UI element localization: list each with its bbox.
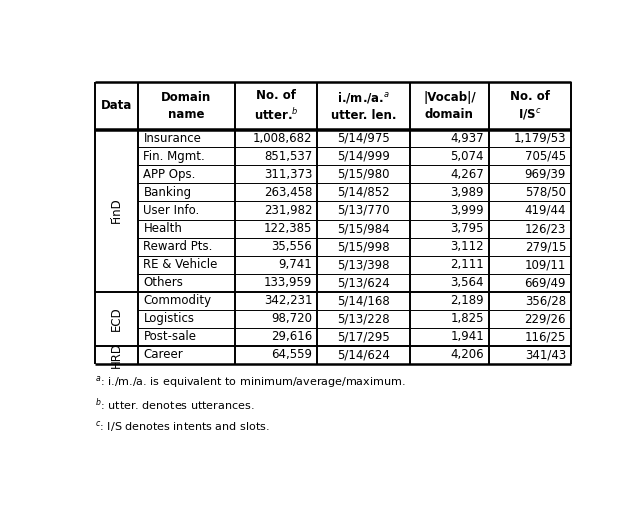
Text: 969/39: 969/39 bbox=[525, 168, 566, 181]
Text: 5/13/770: 5/13/770 bbox=[337, 204, 390, 217]
Text: No. of
I/S$^{c}$: No. of I/S$^{c}$ bbox=[510, 89, 550, 122]
Text: 342,231: 342,231 bbox=[264, 294, 312, 307]
Text: 341/43: 341/43 bbox=[525, 348, 566, 361]
Text: 122,385: 122,385 bbox=[264, 222, 312, 235]
Text: Commodity: Commodity bbox=[143, 294, 212, 307]
Text: 9,741: 9,741 bbox=[278, 258, 312, 271]
Text: Data: Data bbox=[100, 99, 132, 112]
Text: 3,564: 3,564 bbox=[451, 276, 484, 289]
Text: 116/25: 116/25 bbox=[525, 330, 566, 343]
Text: 35,556: 35,556 bbox=[271, 240, 312, 253]
Text: Insurance: Insurance bbox=[143, 132, 202, 145]
Text: $^{b}$: utter. denotes utterances.: $^{b}$: utter. denotes utterances. bbox=[95, 396, 254, 413]
Text: 126/23: 126/23 bbox=[525, 222, 566, 235]
Text: 4,206: 4,206 bbox=[451, 348, 484, 361]
Text: 5,074: 5,074 bbox=[451, 150, 484, 163]
Text: Post-sale: Post-sale bbox=[143, 330, 196, 343]
Text: Others: Others bbox=[143, 276, 183, 289]
Text: 5/14/975: 5/14/975 bbox=[337, 132, 390, 145]
Text: 109/11: 109/11 bbox=[525, 258, 566, 271]
Text: No. of
utter.$^{b}$: No. of utter.$^{b}$ bbox=[254, 89, 299, 123]
Text: 64,559: 64,559 bbox=[271, 348, 312, 361]
Text: 231,982: 231,982 bbox=[264, 204, 312, 217]
Text: |Vocab|/
domain: |Vocab|/ domain bbox=[423, 91, 476, 121]
Text: 279/15: 279/15 bbox=[525, 240, 566, 253]
Text: 5/17/295: 5/17/295 bbox=[337, 330, 390, 343]
Text: 3,989: 3,989 bbox=[451, 186, 484, 199]
Text: $^{c}$: I/S denotes intents and slots.: $^{c}$: I/S denotes intents and slots. bbox=[95, 419, 269, 434]
Text: ECD: ECD bbox=[109, 306, 123, 331]
Text: 4,267: 4,267 bbox=[450, 168, 484, 181]
Text: 263,458: 263,458 bbox=[264, 186, 312, 199]
Text: 5/13/228: 5/13/228 bbox=[337, 312, 390, 325]
Text: 5/14/168: 5/14/168 bbox=[337, 294, 390, 307]
Text: 4,937: 4,937 bbox=[451, 132, 484, 145]
Text: Reward Pts.: Reward Pts. bbox=[143, 240, 213, 253]
Text: 5/15/980: 5/15/980 bbox=[337, 168, 390, 181]
Text: 2,189: 2,189 bbox=[451, 294, 484, 307]
Text: 133,959: 133,959 bbox=[264, 276, 312, 289]
Text: 1,825: 1,825 bbox=[451, 312, 484, 325]
Text: APP Ops.: APP Ops. bbox=[143, 168, 196, 181]
Text: $^{a}$: i./m./a. is equivalent to minimum/average/maximum.: $^{a}$: i./m./a. is equivalent to minimu… bbox=[95, 374, 406, 390]
Text: 419/44: 419/44 bbox=[525, 204, 566, 217]
Text: Logistics: Logistics bbox=[143, 312, 195, 325]
Text: 29,616: 29,616 bbox=[271, 330, 312, 343]
Text: User Info.: User Info. bbox=[143, 204, 200, 217]
Text: 5/15/998: 5/15/998 bbox=[337, 240, 390, 253]
Text: 3,112: 3,112 bbox=[451, 240, 484, 253]
Text: 669/49: 669/49 bbox=[525, 276, 566, 289]
Text: 2,111: 2,111 bbox=[450, 258, 484, 271]
Text: RE & Vehicle: RE & Vehicle bbox=[143, 258, 218, 271]
Text: 311,373: 311,373 bbox=[264, 168, 312, 181]
Text: 1,179/53: 1,179/53 bbox=[513, 132, 566, 145]
Text: 1,941: 1,941 bbox=[450, 330, 484, 343]
Text: 5/14/624: 5/14/624 bbox=[337, 348, 390, 361]
Text: 851,537: 851,537 bbox=[264, 150, 312, 163]
Text: Banking: Banking bbox=[143, 186, 191, 199]
Text: 3,999: 3,999 bbox=[451, 204, 484, 217]
Text: Domain
name: Domain name bbox=[161, 91, 211, 121]
Text: i./m./a.$^{a}$
utter. len.: i./m./a.$^{a}$ utter. len. bbox=[331, 90, 396, 122]
Text: 5/13/398: 5/13/398 bbox=[337, 258, 390, 271]
Text: Career: Career bbox=[143, 348, 183, 361]
Text: 578/50: 578/50 bbox=[525, 186, 566, 199]
Text: HRD: HRD bbox=[109, 342, 123, 368]
Text: FinD: FinD bbox=[109, 197, 123, 223]
Text: 356/28: 356/28 bbox=[525, 294, 566, 307]
Text: 5/15/984: 5/15/984 bbox=[337, 222, 390, 235]
Text: 3,795: 3,795 bbox=[451, 222, 484, 235]
Text: Fin. Mgmt.: Fin. Mgmt. bbox=[143, 150, 205, 163]
Text: 98,720: 98,720 bbox=[271, 312, 312, 325]
Text: 1,008,682: 1,008,682 bbox=[253, 132, 312, 145]
Text: 229/26: 229/26 bbox=[525, 312, 566, 325]
Text: Health: Health bbox=[143, 222, 182, 235]
Text: 5/14/999: 5/14/999 bbox=[337, 150, 390, 163]
Text: 705/45: 705/45 bbox=[525, 150, 566, 163]
Text: 5/14/852: 5/14/852 bbox=[337, 186, 390, 199]
Text: 5/13/624: 5/13/624 bbox=[337, 276, 390, 289]
